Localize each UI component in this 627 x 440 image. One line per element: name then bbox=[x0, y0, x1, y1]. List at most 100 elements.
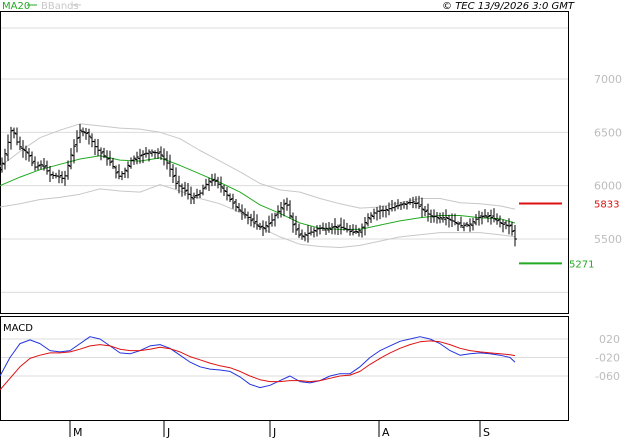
price-panel-frame bbox=[0, 11, 569, 314]
price-bar bbox=[471, 217, 475, 231]
price-bar bbox=[240, 204, 244, 220]
price-y-axis: 7000 6500 6000 5500 bbox=[594, 73, 622, 246]
price-bar bbox=[132, 155, 136, 165]
price-bar bbox=[477, 210, 481, 226]
price-bar bbox=[3, 148, 7, 170]
price-bar bbox=[105, 150, 109, 166]
price-bar bbox=[18, 136, 22, 151]
price-bar bbox=[234, 199, 238, 212]
price-bar bbox=[135, 151, 139, 165]
price-bar bbox=[150, 149, 154, 157]
price-bar bbox=[357, 227, 361, 237]
price-bar bbox=[267, 215, 271, 233]
price-bar bbox=[441, 212, 445, 223]
price-bar bbox=[363, 216, 367, 236]
price-bar bbox=[291, 212, 295, 233]
price-bar bbox=[138, 148, 142, 164]
price-bar bbox=[327, 221, 331, 233]
price-bar bbox=[141, 150, 145, 164]
price-bar bbox=[486, 212, 490, 223]
macd-panel-label: MACD bbox=[3, 323, 33, 334]
price-bar bbox=[249, 213, 253, 227]
price-bar bbox=[213, 173, 217, 186]
x-tick-label: M bbox=[73, 426, 83, 439]
legend-ma20-label: MA20 bbox=[2, 1, 30, 12]
price-bar bbox=[126, 161, 130, 179]
price-bar bbox=[324, 223, 328, 236]
price-bar bbox=[39, 160, 43, 170]
price-bar bbox=[462, 222, 466, 232]
price-bar bbox=[42, 158, 46, 171]
x-tick-label: S bbox=[483, 426, 490, 439]
price-bar bbox=[156, 148, 160, 159]
price-bar bbox=[102, 147, 106, 159]
price-bar bbox=[252, 210, 256, 228]
price-bar bbox=[513, 224, 517, 247]
price-bar bbox=[453, 213, 457, 226]
price-bar bbox=[414, 196, 418, 209]
price-bar bbox=[228, 193, 232, 203]
x-tick-label: J bbox=[272, 426, 276, 439]
macd-y-axis: 020 -020 -060 bbox=[595, 333, 620, 383]
price-bar bbox=[69, 148, 73, 170]
price-bar bbox=[468, 218, 472, 232]
price-bar bbox=[348, 225, 352, 236]
y-tick-label: 5500 bbox=[594, 233, 622, 246]
price-bar bbox=[66, 160, 70, 180]
price-bar bbox=[174, 167, 178, 190]
macd-gridlines bbox=[1, 338, 568, 377]
price-bar bbox=[159, 146, 163, 160]
price-bar bbox=[420, 197, 424, 218]
price-bar bbox=[483, 209, 487, 219]
price-bar bbox=[318, 224, 322, 235]
price-bar bbox=[438, 212, 442, 224]
price-bar bbox=[171, 164, 175, 183]
price-bar bbox=[9, 126, 13, 150]
price-bar bbox=[273, 212, 277, 227]
price-bar bbox=[489, 209, 493, 225]
price-bar bbox=[72, 139, 76, 164]
price-bar bbox=[393, 201, 397, 212]
price-bar bbox=[222, 185, 226, 196]
price-bar bbox=[294, 215, 298, 235]
price-bar bbox=[201, 184, 205, 196]
price-bar bbox=[351, 224, 355, 236]
price-bar bbox=[465, 221, 469, 228]
price-bar bbox=[78, 123, 82, 144]
resistance-label: 5833 bbox=[594, 199, 619, 210]
price-bar bbox=[330, 223, 334, 235]
price-bar bbox=[396, 199, 400, 210]
price-bar bbox=[147, 149, 151, 162]
price-bar bbox=[384, 205, 388, 218]
legend-bbands-label: BBands bbox=[41, 1, 79, 12]
price-bar bbox=[411, 196, 415, 209]
price-bar bbox=[510, 221, 514, 236]
price-bar bbox=[27, 148, 31, 162]
price-bar bbox=[0, 157, 4, 173]
price-bar bbox=[87, 128, 91, 145]
price-bar bbox=[336, 224, 340, 236]
price-bar bbox=[210, 173, 214, 187]
price-bar bbox=[300, 229, 304, 240]
price-bar bbox=[192, 192, 196, 204]
price-bar bbox=[30, 151, 34, 167]
price-bar bbox=[231, 193, 235, 209]
x-tick-label: J bbox=[166, 426, 170, 439]
price-bar bbox=[276, 205, 280, 219]
price-bar bbox=[75, 130, 79, 153]
price-bar bbox=[402, 201, 406, 209]
price-bar bbox=[501, 219, 505, 233]
price-bar bbox=[333, 218, 337, 235]
price-bar bbox=[114, 165, 118, 179]
price-bar bbox=[282, 199, 286, 217]
price-bar bbox=[378, 205, 382, 220]
price-bar bbox=[264, 221, 268, 233]
price-bar bbox=[219, 176, 223, 193]
price-bar bbox=[480, 211, 484, 225]
price-bar bbox=[456, 221, 460, 231]
y-tick-label: 6000 bbox=[594, 180, 622, 193]
price-bar bbox=[423, 205, 427, 217]
price-bar bbox=[237, 202, 241, 213]
